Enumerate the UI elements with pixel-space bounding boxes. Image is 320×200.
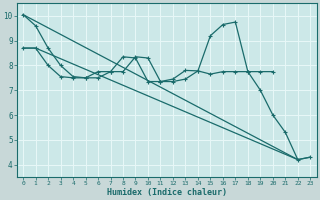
X-axis label: Humidex (Indice chaleur): Humidex (Indice chaleur): [107, 188, 227, 197]
